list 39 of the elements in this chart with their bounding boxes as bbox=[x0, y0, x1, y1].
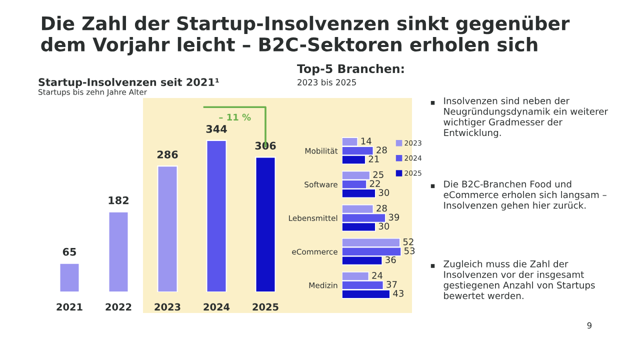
text: 9 bbox=[587, 322, 592, 329]
x-tick-label: 2025 bbox=[252, 303, 278, 311]
text: Insolvenzen sind neben der Neugründungsdynamik ein weiterer wichtiger Gradmesser der Entwicklung. bbox=[444, 97, 608, 138]
text: Zugleich muss die Zahl der Insolvenzen vor der insgesamt gestiegenen Anzahl von Startups bewertet werden. bbox=[444, 260, 595, 300]
x-tick-label: 2022 bbox=[106, 303, 132, 311]
data-label: 43 bbox=[393, 290, 404, 297]
chart-title: Top-5 Branchen: bbox=[297, 64, 404, 76]
data-label: 39 bbox=[388, 214, 400, 221]
bar bbox=[157, 165, 178, 292]
data-label: 52 bbox=[403, 238, 414, 246]
data-label: 65 bbox=[62, 248, 76, 256]
bar bbox=[255, 156, 276, 292]
bar bbox=[108, 211, 129, 292]
x-tick-label: 2021 bbox=[56, 303, 82, 311]
chart-subtitle: 2023 bis 2025 bbox=[298, 79, 356, 86]
data-label: 286 bbox=[157, 150, 178, 158]
data-label: 30 bbox=[378, 222, 390, 230]
data-label: 25 bbox=[373, 171, 384, 178]
data-label: 182 bbox=[108, 196, 128, 204]
bar bbox=[59, 262, 80, 292]
bar bbox=[206, 140, 227, 292]
data-label: 28 bbox=[376, 146, 387, 154]
data-label: 22 bbox=[370, 180, 380, 187]
data-label: 14 bbox=[361, 138, 372, 144]
data-label: 306 bbox=[255, 142, 276, 150]
text: Die B2C-Branchen Food und eCommerce erholen sich langsam – Insolvenzen gehen hier zurück. bbox=[444, 180, 606, 211]
data-label: 37 bbox=[386, 280, 397, 288]
chart-title: Startup-Insolvenzen seit 2021¹ bbox=[38, 78, 219, 88]
data-label: 36 bbox=[386, 256, 396, 264]
text: Die Zahl der Startup-Insolvenzen sinkt gegenüber dem Vorjahr leicht – B2C-Sektoren erholen sich bbox=[41, 16, 570, 56]
data-label: 30 bbox=[378, 189, 390, 196]
x-tick-label: 2024 bbox=[204, 303, 230, 311]
data-label: 24 bbox=[372, 272, 382, 279]
data-label: 344 bbox=[206, 125, 227, 133]
x-tick-label: 2023 bbox=[154, 303, 180, 311]
data-label: 53 bbox=[404, 247, 415, 254]
data-label: 28 bbox=[376, 204, 387, 212]
data-label: 21 bbox=[368, 156, 379, 162]
text: – 11 % bbox=[219, 114, 251, 121]
